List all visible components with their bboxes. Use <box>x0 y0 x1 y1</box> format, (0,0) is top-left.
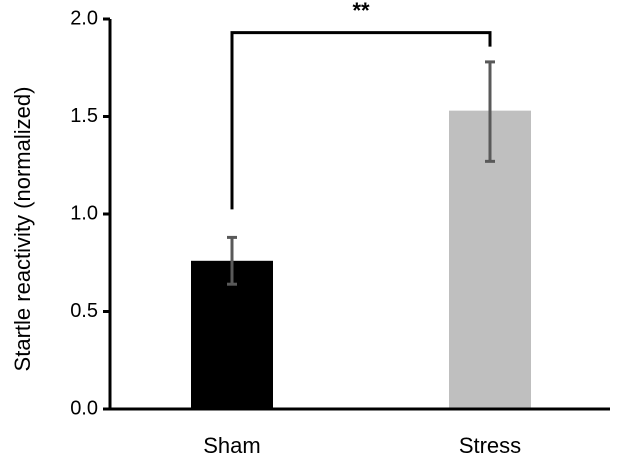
x-category-label: Stress <box>459 433 521 458</box>
bars-group <box>191 110 531 410</box>
axes-group <box>108 19 610 411</box>
error-bars-group <box>227 60 495 286</box>
x-category-label: Sham <box>203 433 260 458</box>
y-tick-label: 0.0 <box>70 397 98 419</box>
y-axis-title-group: Startle reactivity (normalized) <box>10 87 35 372</box>
y-tick-label: 1.0 <box>70 202 98 224</box>
y-axis-title: Startle reactivity (normalized) <box>10 87 35 372</box>
y-tick-label: 0.5 <box>70 300 98 322</box>
x-labels-group: Sham Stress <box>203 433 521 458</box>
significance-bracket <box>230 31 492 210</box>
significance-label: ** <box>352 0 370 23</box>
y-ticks-group: 0.0 0.5 1.0 1.5 2.0 <box>70 7 110 419</box>
significance-group: ** <box>230 0 492 210</box>
y-tick-label: 1.5 <box>70 105 98 127</box>
y-tick-label: 2.0 <box>70 7 98 29</box>
